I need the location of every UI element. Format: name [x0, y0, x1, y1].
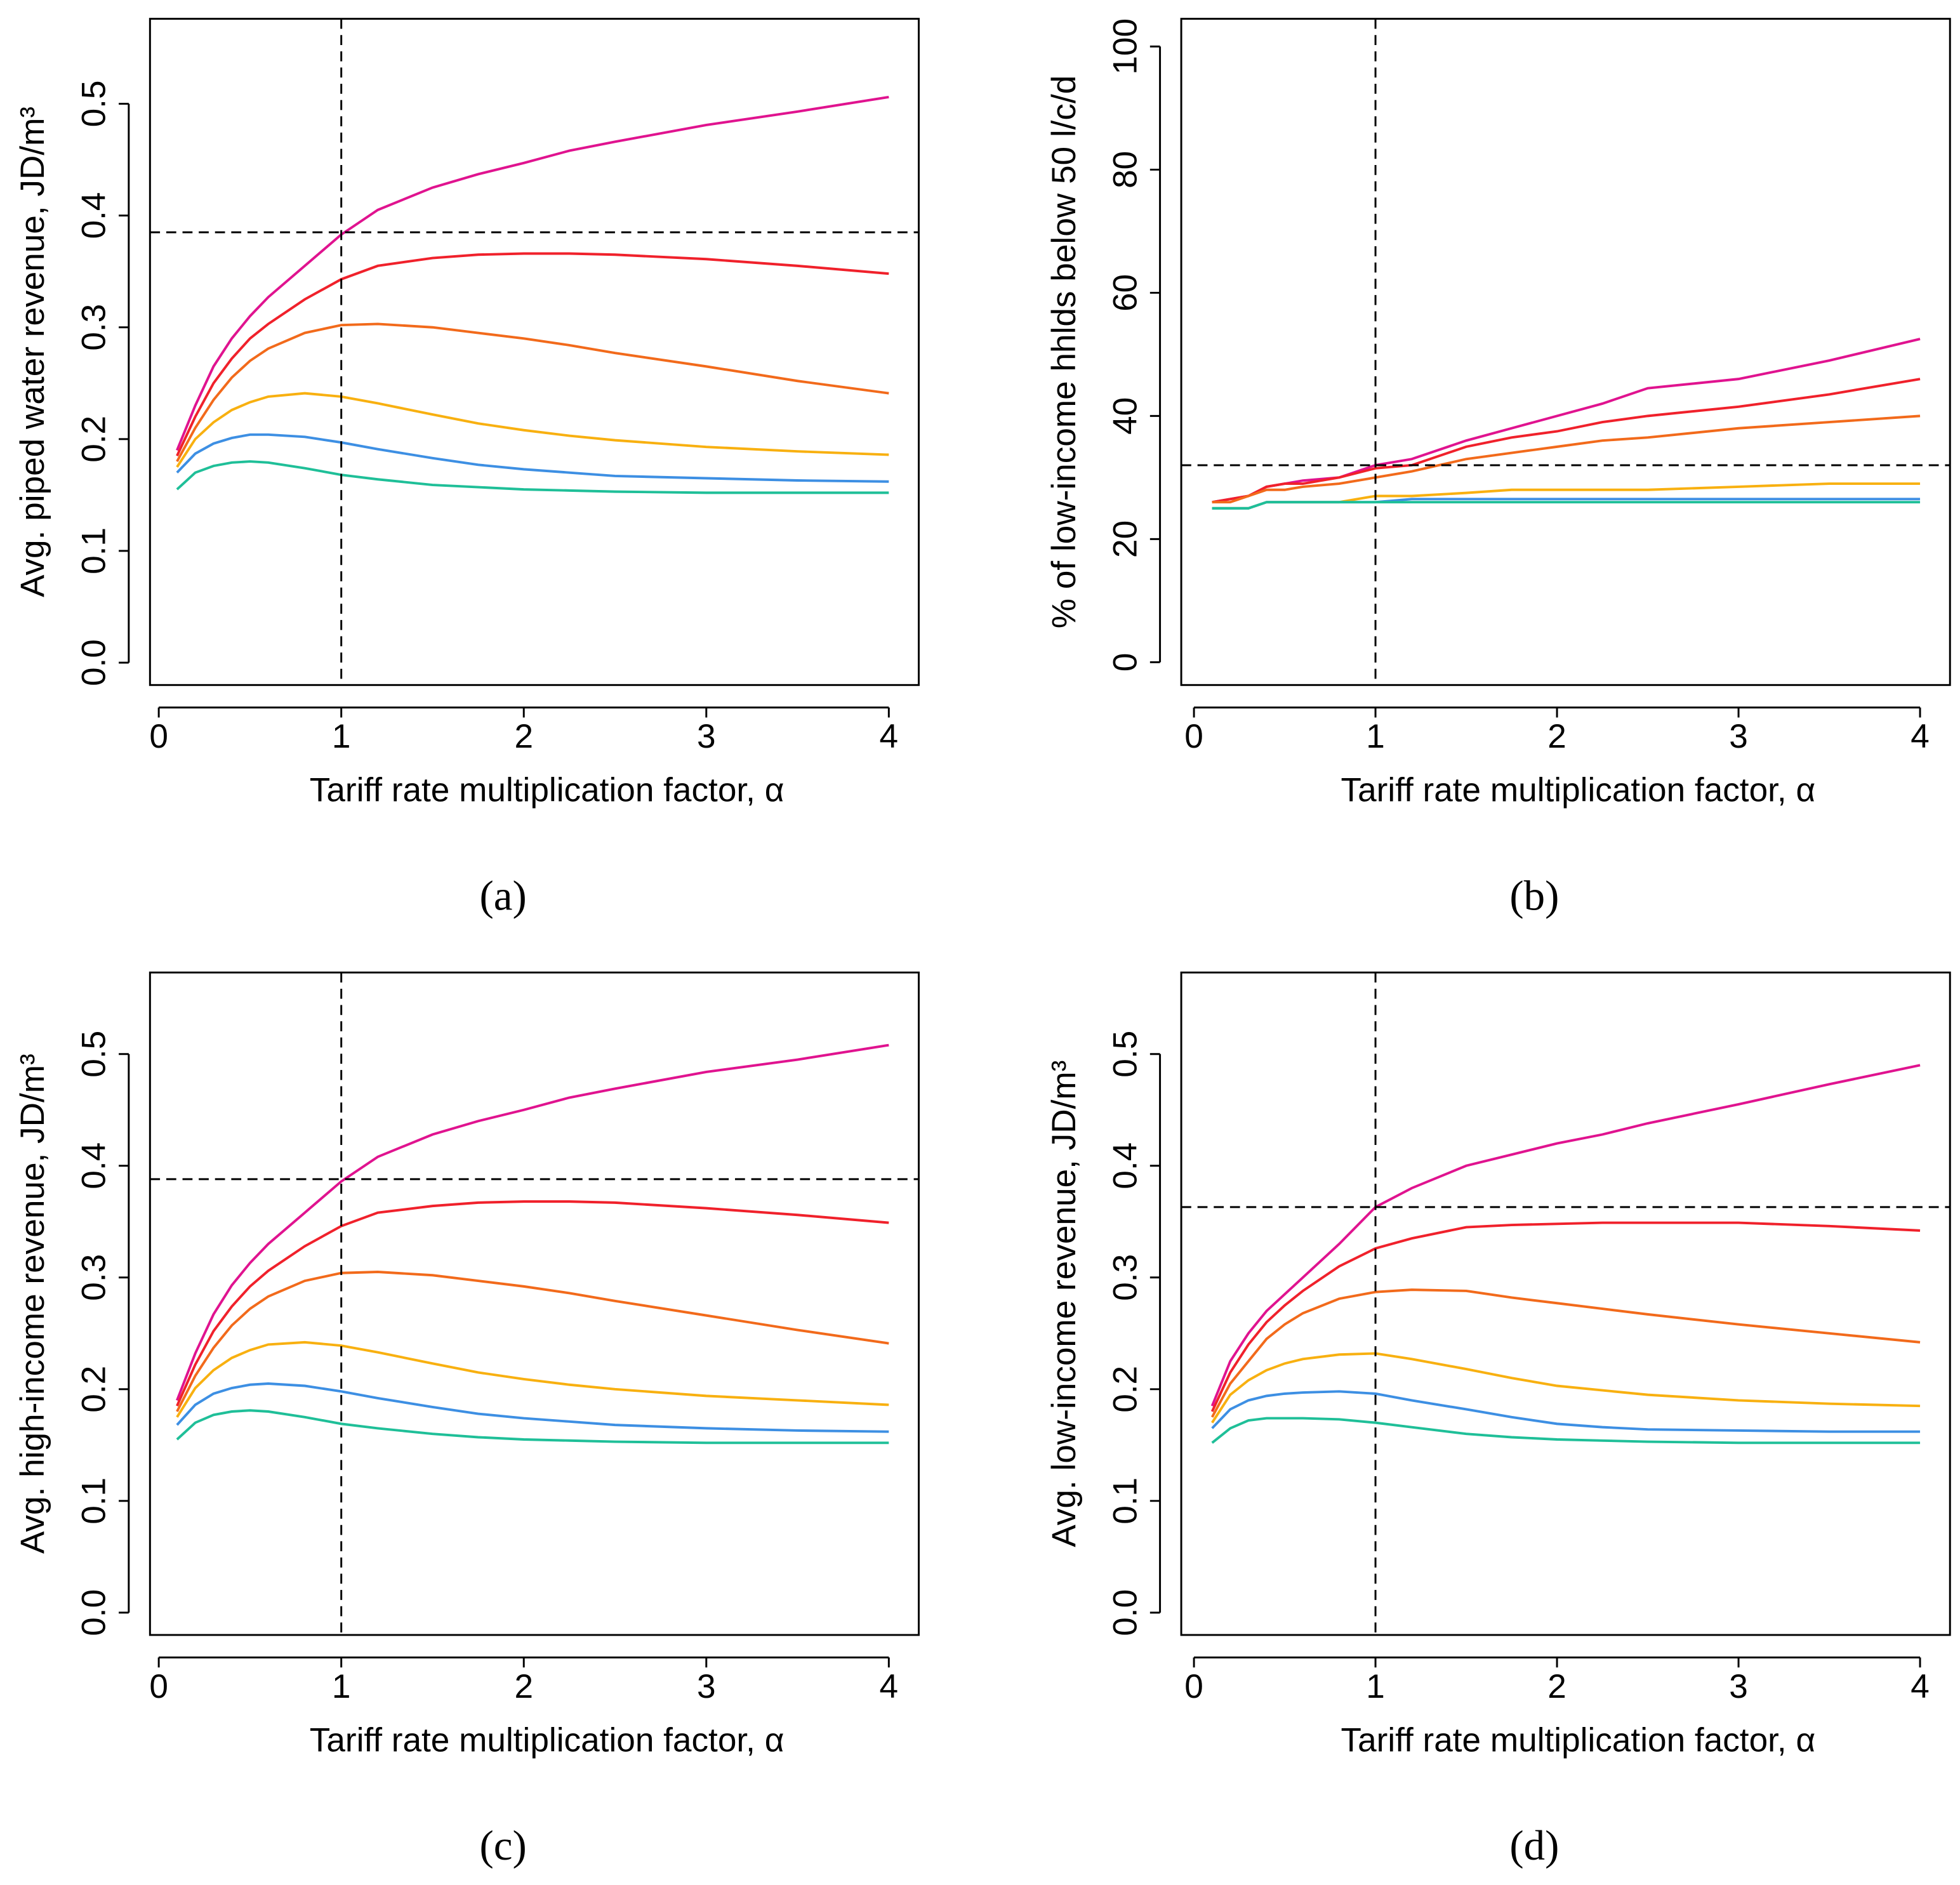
x-tick-label: 3	[1729, 718, 1748, 755]
y-tick-label: 0.4	[76, 192, 113, 239]
series-line	[176, 1382, 889, 1433]
series-line	[1212, 482, 1921, 510]
y-tick-label: 0.5	[1106, 1031, 1144, 1078]
series-line	[176, 322, 889, 463]
y-tick-label: 0.5	[76, 81, 113, 128]
x-axis-label: Tariff rate multiplication factor, α	[310, 1721, 785, 1759]
panel-caption: (b)	[1509, 872, 1559, 919]
x-tick-label: 0	[149, 1668, 168, 1705]
series-line	[176, 433, 889, 483]
panel-caption: (a)	[480, 872, 527, 919]
x-tick-label: 4	[880, 718, 899, 755]
panel-caption: (c)	[480, 1822, 527, 1869]
y-tick-label: 0	[1106, 653, 1144, 672]
y-tick-label: 0.3	[76, 304, 113, 351]
x-tick-label: 4	[1910, 1668, 1930, 1705]
x-tick-label: 2	[1547, 718, 1566, 755]
series-line	[176, 95, 889, 451]
panel-caption: (d)	[1509, 1822, 1559, 1869]
y-tick-label: 0.0	[1106, 1589, 1144, 1636]
x-axis-label: Tariff rate multiplication factor, α	[1341, 1721, 1816, 1759]
y-axis-label: Avg. piped water revenue, JD/m³	[14, 107, 51, 597]
series-line	[176, 1271, 889, 1412]
y-tick-label: 0.4	[76, 1142, 113, 1189]
series-line	[176, 1200, 889, 1407]
x-tick-label: 0	[1184, 1668, 1203, 1705]
series-line	[1212, 414, 1921, 504]
y-tick-label: 0.0	[76, 639, 113, 686]
x-tick-label: 3	[1729, 1668, 1748, 1705]
y-tick-label: 20	[1106, 520, 1144, 558]
x-tick-label: 0	[1184, 718, 1203, 755]
series-line	[176, 1409, 889, 1445]
y-axis-label: Avg. high-income revenue, JD/m³	[14, 1054, 51, 1554]
y-axis-label: Avg. low-income revenue, JD/m³	[1045, 1061, 1083, 1547]
y-tick-label: 0.0	[76, 1589, 113, 1636]
x-tick-label: 1	[1366, 718, 1385, 755]
series-line	[1212, 498, 1921, 510]
series-line	[1211, 1417, 1921, 1445]
y-tick-label: 0.1	[1106, 1478, 1144, 1525]
series-line	[176, 1043, 889, 1401]
x-tick-label: 2	[1547, 1668, 1566, 1705]
plot-frame	[149, 971, 920, 1636]
series-line	[176, 252, 889, 457]
x-tick-label: 3	[697, 718, 716, 755]
y-tick-label: 0.5	[76, 1031, 113, 1078]
series-line	[1212, 501, 1921, 510]
series-line	[1210, 1064, 1921, 1406]
y-tick-label: 80	[1106, 151, 1144, 189]
y-tick-label: 0.3	[76, 1254, 113, 1301]
plot-frame	[1180, 971, 1951, 1636]
x-axis-label: Tariff rate multiplication factor, α	[310, 772, 785, 809]
y-tick-label: 40	[1106, 397, 1144, 435]
plot-frame	[1180, 18, 1951, 686]
x-tick-label: 4	[880, 1668, 899, 1705]
x-tick-label: 1	[1366, 1668, 1385, 1705]
series-line	[1211, 1352, 1921, 1424]
y-tick-label: 0.1	[76, 527, 113, 574]
series-line	[176, 392, 889, 468]
plot-frame	[149, 18, 920, 686]
x-tick-label: 2	[514, 718, 533, 755]
series-line	[1210, 1221, 1921, 1412]
x-tick-label: 0	[149, 718, 168, 755]
x-tick-label: 1	[332, 1668, 351, 1705]
series-line	[1212, 338, 1921, 504]
x-tick-label: 3	[697, 1668, 716, 1705]
y-tick-label: 0.3	[1106, 1254, 1144, 1301]
y-tick-label: 0.2	[76, 1366, 113, 1413]
x-tick-label: 4	[1910, 718, 1930, 755]
y-tick-label: 0.4	[1106, 1142, 1144, 1189]
series-line	[176, 1340, 889, 1418]
x-tick-label: 1	[332, 718, 351, 755]
y-tick-label: 0.2	[1106, 1366, 1144, 1413]
series-line	[1211, 1390, 1921, 1433]
x-axis-label: Tariff rate multiplication factor, α	[1341, 772, 1816, 809]
y-tick-label: 0.2	[76, 416, 113, 463]
series-line	[176, 460, 889, 494]
series-line	[1210, 1288, 1921, 1418]
y-tick-label: 100	[1106, 18, 1144, 75]
y-axis-label: % of low-income hhlds below 50 l/c/d	[1045, 76, 1083, 629]
x-tick-label: 2	[514, 1668, 533, 1705]
y-tick-label: 0.1	[76, 1478, 113, 1525]
y-tick-label: 60	[1106, 274, 1144, 312]
